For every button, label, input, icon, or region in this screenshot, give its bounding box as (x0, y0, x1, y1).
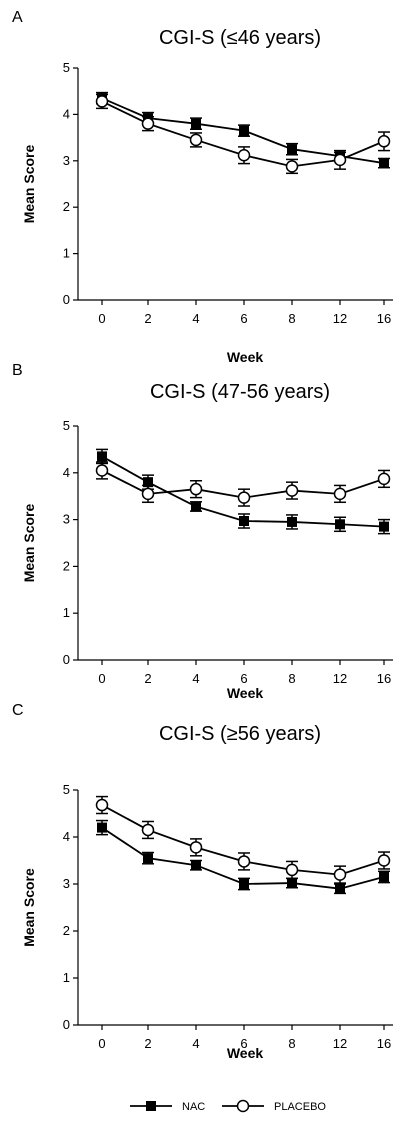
data-point-nac (287, 144, 297, 155)
data-point-nac (191, 501, 201, 512)
data-point-nac (239, 516, 249, 527)
data-point-placebo (285, 484, 299, 497)
data-point-nac (379, 521, 389, 532)
x-tick-label: 16 (377, 671, 391, 686)
panel-letter: B (12, 362, 23, 379)
data-point-nac (143, 853, 153, 864)
data-point-placebo (189, 133, 203, 147)
x-tick-label: 12 (333, 311, 347, 326)
y-axis-label: Mean Score (21, 144, 37, 223)
x-tick-label: 4 (192, 311, 199, 326)
data-point-nac (191, 860, 201, 871)
data-point-placebo (333, 487, 347, 501)
x-tick-label: 0 (98, 1036, 105, 1051)
panel-letter: A (12, 9, 23, 26)
y-tick-label: 0 (63, 652, 70, 667)
x-tick-label: 8 (288, 1036, 295, 1051)
legend-marker-circle (236, 1099, 250, 1113)
x-tick-label: 12 (333, 671, 347, 686)
data-point-placebo (333, 153, 347, 167)
data-point-placebo (237, 491, 251, 504)
data-point-nac (143, 477, 153, 488)
x-tick-label: 0 (98, 311, 105, 326)
data-point-placebo (189, 841, 203, 854)
x-tick-label: 6 (240, 1036, 247, 1051)
y-tick-label: 2 (63, 923, 70, 938)
y-tick-label: 1 (63, 246, 70, 261)
data-point-placebo (141, 487, 155, 501)
legend-marker-square (146, 1101, 156, 1111)
data-point-nac (287, 516, 297, 527)
data-point-nac (379, 158, 389, 169)
legend-label: NAC (182, 1101, 205, 1113)
x-tick-label: 16 (377, 1036, 391, 1051)
y-tick-label: 4 (63, 829, 70, 844)
x-tick-label: 4 (192, 1036, 199, 1051)
data-point-placebo (285, 863, 299, 877)
x-tick-label: 8 (288, 311, 295, 326)
y-tick-label: 0 (63, 292, 70, 307)
legend: NAC PLACEBO (130, 1099, 326, 1113)
data-point-placebo (141, 117, 155, 130)
y-tick-label: 0 (63, 1017, 70, 1032)
chart-title: CGI-S (≤46 years) (159, 27, 321, 49)
data-point-placebo (333, 868, 347, 881)
y-tick-label: 2 (63, 558, 70, 573)
x-tick-label: 2 (144, 671, 151, 686)
x-tick-label: 16 (377, 311, 391, 326)
data-point-placebo (237, 855, 251, 868)
data-point-nac (335, 883, 345, 894)
y-tick-label: 3 (63, 876, 70, 891)
y-tick-label: 1 (63, 605, 70, 620)
panel-letter: C (12, 702, 24, 719)
legend-label: PLACEBO (274, 1101, 326, 1113)
x-axis-label: Week (227, 685, 264, 701)
y-tick-label: 2 (63, 199, 70, 214)
x-tick-label: 8 (288, 671, 295, 686)
x-tick-label: 0 (98, 671, 105, 686)
data-point-nac (335, 519, 345, 530)
y-tick-label: 4 (63, 106, 70, 121)
data-point-placebo (141, 823, 155, 837)
data-point-placebo (95, 95, 109, 108)
data-point-nac (191, 118, 201, 129)
data-point-nac (97, 822, 107, 833)
y-tick-label: 4 (63, 465, 70, 480)
x-axis-label: Week (227, 349, 264, 365)
x-axis-label: Week (227, 1045, 264, 1061)
data-point-placebo (377, 854, 391, 867)
data-point-placebo (377, 135, 391, 148)
x-tick-label: 2 (144, 311, 151, 326)
data-point-nac (287, 878, 297, 889)
data-point-placebo (95, 798, 109, 812)
data-point-nac (239, 125, 249, 136)
x-tick-label: 2 (144, 1036, 151, 1051)
chart-title: CGI-S (47-56 years) (150, 381, 330, 403)
x-tick-label: 12 (333, 1036, 347, 1051)
data-point-placebo (189, 482, 203, 496)
y-tick-label: 3 (63, 512, 70, 527)
y-tick-label: 5 (63, 418, 70, 433)
y-tick-label: 1 (63, 970, 70, 985)
data-point-placebo (95, 464, 109, 477)
y-axis-label: Mean Score (21, 868, 37, 947)
data-point-nac (379, 871, 389, 882)
data-point-nac (97, 451, 107, 462)
y-tick-label: 5 (63, 60, 70, 75)
data-point-nac (239, 879, 249, 889)
y-tick-label: 3 (63, 153, 70, 168)
x-tick-label: 6 (240, 311, 247, 326)
data-point-placebo (377, 472, 391, 486)
y-tick-label: 5 (63, 782, 70, 797)
chart-title: CGI-S (≥56 years) (159, 723, 321, 745)
x-tick-label: 4 (192, 671, 199, 686)
y-axis-label: Mean Score (21, 503, 37, 582)
data-point-placebo (237, 148, 251, 162)
data-point-placebo (285, 160, 299, 173)
x-tick-label: 6 (240, 671, 247, 686)
